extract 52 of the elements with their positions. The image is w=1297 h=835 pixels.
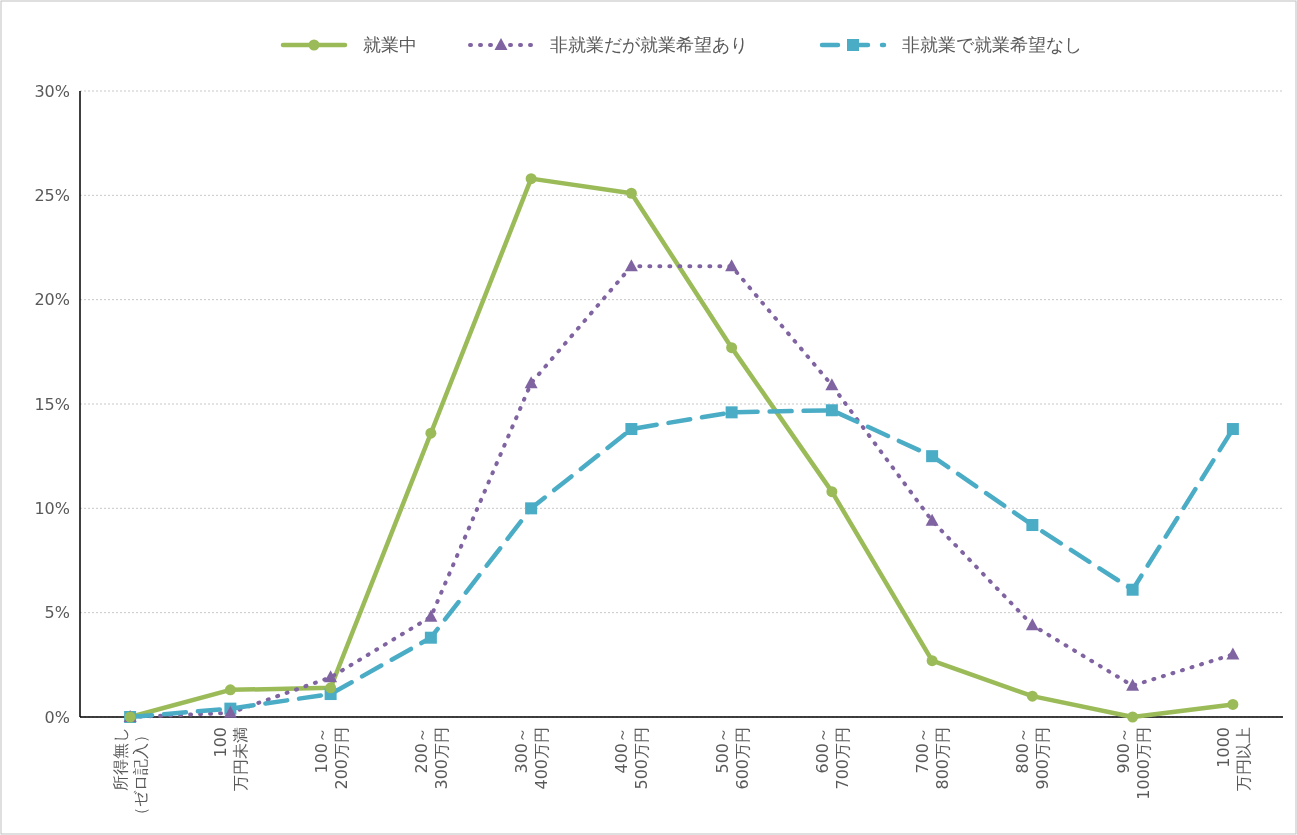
x-tick-label: 1000 万円以上 — [1213, 727, 1253, 791]
x-tick-label: 100～ 200万円 — [311, 727, 351, 790]
point — [1126, 583, 1139, 596]
point — [425, 427, 437, 439]
y-tick-label: 15% — [34, 394, 70, 414]
x-tick-label: 100 万円未満 — [211, 727, 251, 791]
point — [725, 406, 738, 419]
x-tick-label: 800～ 900万円 — [1013, 727, 1053, 790]
point — [926, 655, 938, 667]
point — [825, 404, 838, 417]
point — [1026, 690, 1038, 702]
legend-label: 就業中 — [363, 34, 417, 56]
point — [1127, 711, 1139, 723]
point — [1025, 618, 1039, 631]
point — [625, 423, 638, 436]
point — [224, 684, 236, 696]
point — [925, 513, 939, 526]
x-tick-label: 700～ 800万円 — [913, 727, 953, 790]
point — [1026, 519, 1039, 532]
point — [424, 609, 438, 622]
point — [1226, 423, 1239, 436]
legend-label: 非就業で就業希望なし — [902, 34, 1082, 56]
point — [825, 378, 839, 391]
point — [725, 259, 739, 272]
y-tick-label: 25% — [34, 185, 70, 205]
x-tick-label: 500～ 600万円 — [712, 727, 752, 790]
point — [826, 486, 838, 498]
point — [1226, 647, 1240, 660]
point — [726, 342, 738, 354]
y-tick-label: 10% — [34, 498, 70, 518]
legend-label: 非就業だが就業希望あり — [550, 34, 748, 56]
x-tick-label: 400～ 500万円 — [612, 727, 652, 790]
point — [1227, 698, 1239, 710]
point — [1126, 678, 1140, 691]
y-tick-label: 20% — [34, 290, 70, 310]
x-tick-label: 所得無し（ゼロ記入） — [111, 727, 151, 823]
point — [324, 670, 338, 683]
point — [624, 259, 638, 272]
point — [524, 376, 538, 389]
point — [424, 631, 437, 644]
y-tick-label: 0% — [44, 707, 70, 727]
point — [525, 173, 537, 185]
y-tick-label: 5% — [44, 603, 70, 623]
y-tick-label: 30% — [34, 81, 70, 101]
x-tick-label: 600～ 700万円 — [812, 727, 852, 790]
point — [525, 502, 538, 515]
point — [926, 450, 939, 463]
x-tick-label: 200～ 300万円 — [411, 727, 451, 790]
x-tick-label: 300～ 400万円 — [512, 727, 552, 790]
point — [625, 187, 637, 199]
x-tick-label: 900～ 1000万円 — [1113, 727, 1153, 800]
point — [325, 682, 337, 694]
